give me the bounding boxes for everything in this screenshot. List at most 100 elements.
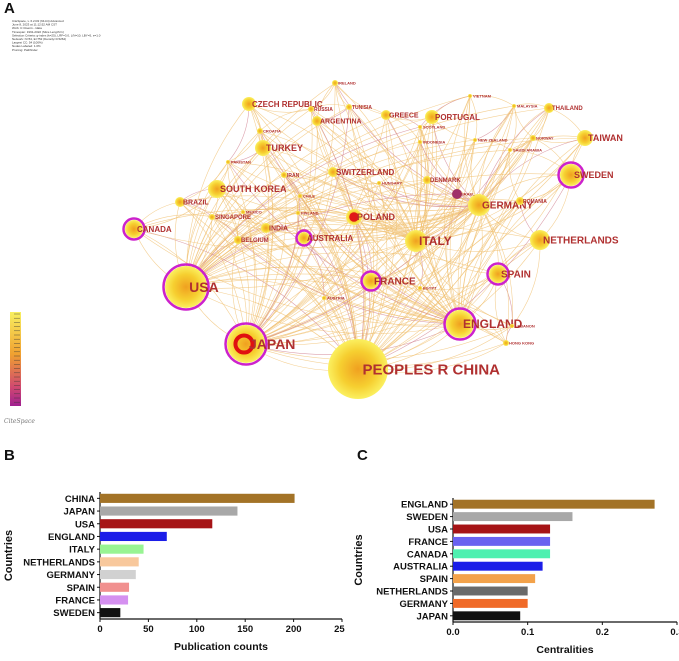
node-circle [298,194,302,198]
node-label: SOUTH KOREA [220,184,287,194]
network-edge [424,116,461,325]
network-edge [245,273,499,346]
network-edge [513,105,534,139]
x-tick-label: 0.0 [446,627,459,638]
network-edge [245,130,274,345]
category-label: JAPAN [417,611,449,622]
node-label: ISRAEL [460,191,475,196]
node-circle [257,128,263,134]
node-label: CANADA [137,225,172,234]
network-node: POLAND [346,209,396,225]
network-edge [265,219,417,242]
network-edge [259,130,417,242]
category-label: ENGLAND [48,532,95,543]
node-label: LEBANON [515,323,535,328]
bar-china [100,493,295,503]
node-label: IRAN [287,173,300,179]
metadata-line: CiteSpace, v. 6.2.R2 (64-bit) Advanced [12,19,64,23]
node-label: MEXICO [246,209,262,214]
node-label: SWITZERLAND [336,168,394,177]
network-node: ITALY [405,230,452,252]
panel-label-c: C [357,447,368,464]
bar-canada [453,549,551,559]
network-nodes: PEOPLES R CHINA USA JAPAN ENGLAND ITALY GERMA… [122,80,623,399]
category-label: SWEDEN [53,608,95,619]
node-label: MALAYSIA [517,103,538,108]
network-edge [323,240,417,299]
bar-england [453,499,655,509]
node-label: CHILE [303,193,315,198]
x-tick-label: 100 [189,624,205,635]
bar-australia [453,561,543,571]
node-circle [512,104,516,108]
network-edge [348,106,480,206]
network-node: RUSSIA [308,106,333,113]
network-edge [378,182,461,325]
bar-spain [453,574,536,584]
panel-label-a: A [4,0,15,17]
network-node: DENMARK [423,176,461,184]
x-tick-label: 0.1 [521,627,535,638]
bar-japan [100,506,238,516]
bar-spain [100,582,130,592]
network-edge [459,137,586,325]
node-circle [489,265,507,283]
node-circle [209,214,215,220]
network-node: BRAZIL [175,197,209,207]
network-edge [419,126,430,181]
category-label: USA [428,525,448,536]
bar-germany [100,569,136,580]
category-label: ITALY [69,545,96,556]
network-edge [310,82,336,110]
node-circle [560,164,582,186]
network-edge [419,287,507,344]
node-label: EGYPT [423,285,437,290]
node-centrality-ring [122,217,146,241]
bar-netherlands [453,586,528,596]
node-centrality-ring [295,229,313,247]
node-label: SWEDEN [574,170,614,180]
node-circle [308,106,314,112]
x-tick-label: 150 [237,624,253,635]
network-edge [185,273,513,327]
network-edge [227,161,461,325]
x-axis-title: Publication counts [174,641,268,653]
network-edge [227,161,244,213]
metadata-line: Selection Criteria: g-index (k=25), LRF=… [12,33,101,37]
node-label: USA [189,279,219,295]
x-tick-label: 0.2 [596,627,609,638]
y-axis-title: Countries [3,530,15,581]
network-node: NORWAY [530,135,554,141]
node-label: ITALY [419,234,452,248]
node-centrality-ring [443,307,477,341]
category-label: NETHERLANDS [376,587,448,598]
node-circle [468,94,472,98]
network-edge [357,139,476,370]
network-node: CROATIA [257,128,281,134]
network-edge [248,103,417,242]
network-node: USA [162,263,219,311]
node-centrality-ring [224,322,268,366]
network-edge [245,82,336,345]
network-node: CANADA [122,217,172,241]
color-legend-bar [10,312,21,406]
node-label: CROATIA [263,128,281,133]
node-label: GERMANY [482,201,533,212]
node-circle [377,181,381,185]
network-edge [310,104,350,110]
bar-usa [453,524,551,534]
network-edge [245,200,521,345]
node-label: ENGLAND [463,317,523,331]
node-label: SAUDI ARABIA [513,147,542,152]
network-node: INDIA [261,223,288,233]
network-edge [133,228,359,370]
network-node: SINGAPORE [209,214,251,221]
network-edge [378,182,480,207]
network-edge [237,224,417,242]
network-edge [259,130,461,325]
category-label: SPAIN [420,574,448,585]
network-node: GERMANY [468,194,533,216]
metadata-line: Nodes Labeled: 1.0% [12,44,41,48]
node-label: HUNGARY [382,180,402,185]
network-edge [133,228,461,326]
